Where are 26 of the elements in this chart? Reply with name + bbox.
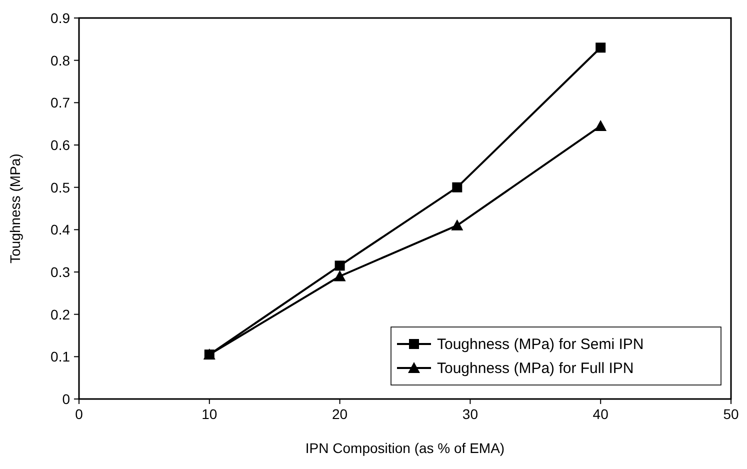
point — [334, 270, 346, 282]
y-tick-label: 0.5 — [50, 179, 70, 196]
x-tick-label: 50 — [723, 406, 739, 422]
x-tick-label: 40 — [592, 406, 609, 422]
y-tick-label: 0.9 — [50, 10, 70, 26]
y-axis-title: Toughness (MPa) — [7, 154, 23, 264]
x-tick-label: 10 — [202, 406, 218, 422]
x-axis-title: IPN Composition (as % of EMA) — [305, 440, 505, 456]
y-tick-label: 0.4 — [50, 222, 70, 238]
legend-label: Toughness (MPa) for Semi IPN — [437, 336, 644, 353]
legend-label: Toughness (MPa) for Full IPN — [437, 360, 634, 377]
x-tick-label: 20 — [332, 406, 348, 422]
y-tick-label: 0.2 — [50, 306, 70, 322]
point — [594, 120, 607, 131]
point — [334, 260, 345, 271]
x-tick-label: 0 — [75, 406, 84, 422]
y-tick-label: 0 — [62, 391, 70, 407]
point — [452, 182, 462, 192]
point — [451, 219, 464, 230]
point — [596, 42, 606, 53]
x-tick-label: 30 — [462, 406, 478, 422]
y-tick-label: 0.3 — [50, 264, 70, 280]
y-tick-label: 0.8 — [50, 52, 70, 68]
y-tick-label: 0.6 — [50, 137, 70, 153]
y-tick-label: 0.7 — [50, 94, 70, 111]
y-tick-label: 0.1 — [50, 348, 70, 365]
